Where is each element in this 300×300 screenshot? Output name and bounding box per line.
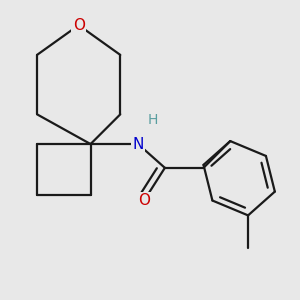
- Text: O: O: [73, 18, 85, 33]
- Text: O: O: [138, 193, 150, 208]
- Text: N: N: [132, 136, 144, 152]
- Text: H: H: [148, 113, 158, 127]
